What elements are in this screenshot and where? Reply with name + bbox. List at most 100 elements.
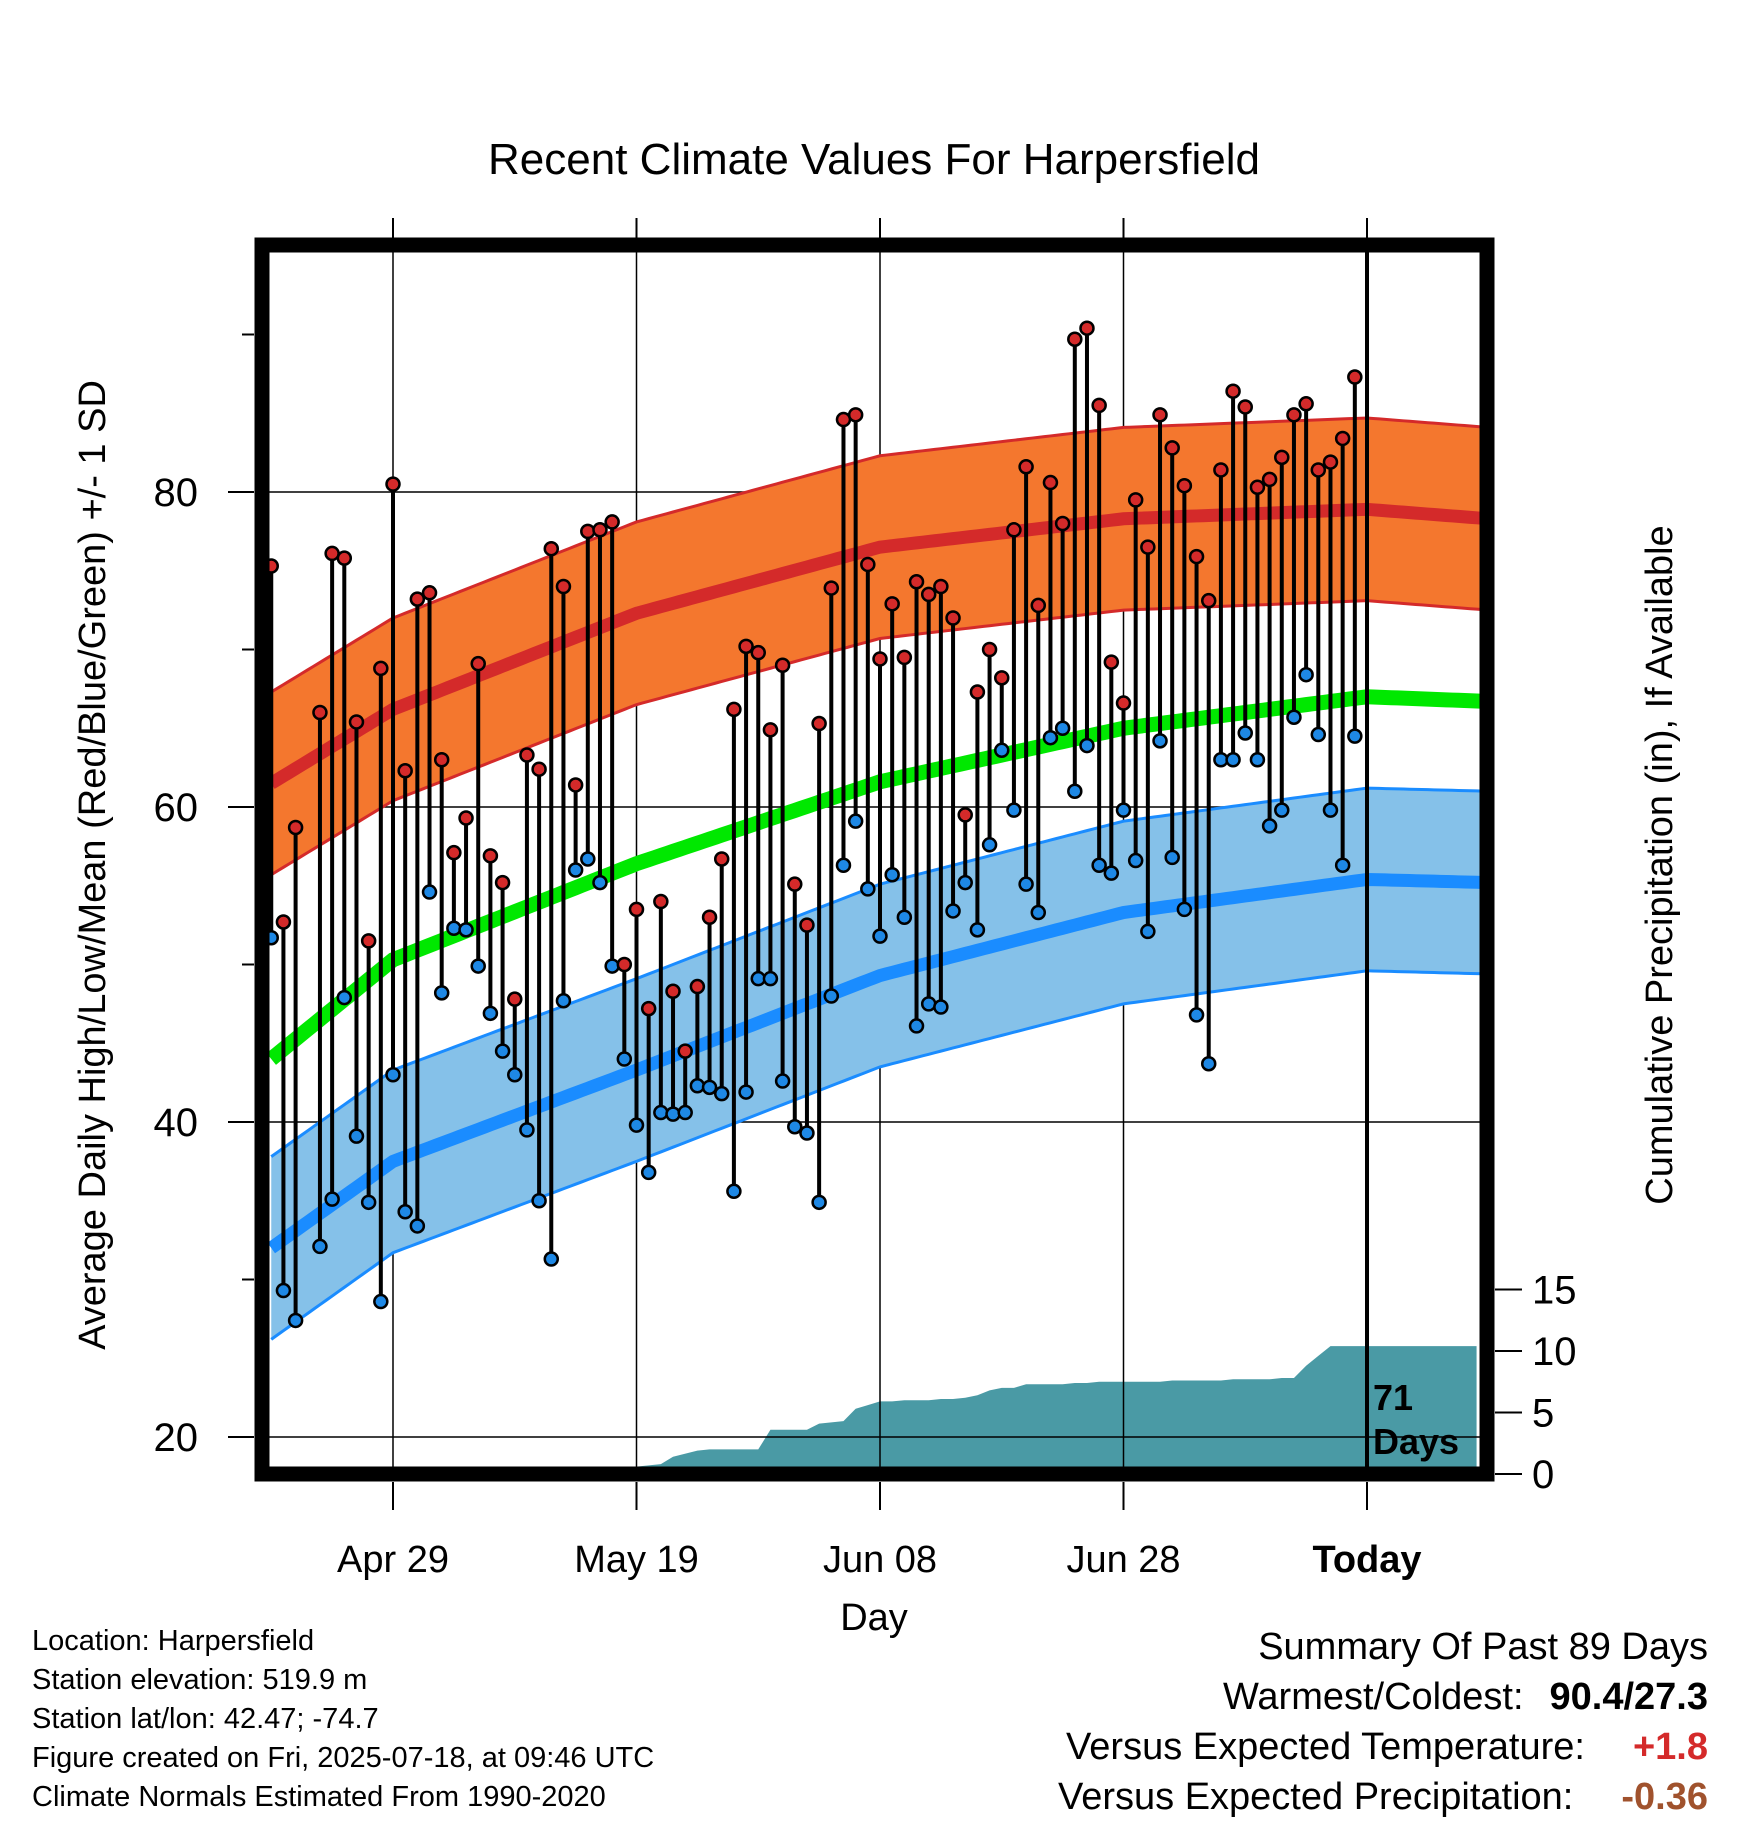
y-tick-label: 20	[154, 1416, 199, 1460]
daily-high-point	[738, 638, 754, 655]
x-tick-label: Apr 29	[337, 1539, 449, 1581]
daily-low-point	[774, 1073, 791, 1089]
daily-low-point	[360, 1194, 377, 1211]
daily-low-point	[640, 1164, 657, 1181]
daily-high-point	[701, 909, 718, 925]
daily-high-point	[336, 550, 353, 566]
info-created: Figure created on Fri, 2025-07-18, at 09…	[32, 1742, 655, 1774]
daily-low-point	[470, 958, 486, 974]
daily-low-point	[799, 1125, 815, 1141]
daily-low-point	[1018, 876, 1034, 892]
daily-low-point	[969, 922, 986, 938]
daily-low-point	[701, 1079, 718, 1096]
daily-low-point	[726, 1183, 742, 1200]
daily-high-point	[726, 701, 742, 718]
info-latlon: Station lat/lon: 42.47; -74.7	[32, 1703, 379, 1735]
daily-low-point	[920, 996, 937, 1012]
info-elevation: Station elevation: 519.9 m	[32, 1664, 368, 1696]
daily-low-point	[531, 1193, 547, 1209]
x-tick-label: Jun 28	[1066, 1539, 1180, 1581]
daily-high-point	[433, 752, 450, 768]
daily-high-point	[713, 851, 730, 867]
daily-low-point	[1006, 802, 1022, 818]
daily-low-point	[653, 1104, 669, 1121]
daily-high-point	[1079, 320, 1095, 336]
normal-low-band	[271, 788, 1487, 1340]
daily-high-point	[507, 991, 523, 1007]
precip-area	[271, 1346, 1477, 1474]
daily-high-point	[312, 704, 328, 721]
daily-high-point	[1261, 471, 1278, 488]
daily-low-point	[860, 881, 876, 897]
daily-high-point	[567, 777, 584, 793]
daily-low-point	[446, 920, 462, 937]
daily-low-point	[409, 1218, 426, 1234]
y2-axis-label: Cumulative Precipitation (in), If Availa…	[1639, 525, 1681, 1204]
daily-low-point	[1286, 709, 1302, 725]
daily-high-point	[287, 819, 304, 836]
daily-high-point	[677, 1043, 693, 1059]
daily-high-point	[860, 556, 876, 573]
daily-low-point	[312, 1238, 328, 1255]
daily-high-point	[750, 644, 766, 661]
daily-low-point	[592, 874, 608, 891]
daily-high-point	[519, 747, 535, 763]
daily-high-point	[920, 586, 937, 603]
daily-high-point	[689, 978, 706, 995]
daily-high-point	[1286, 407, 1302, 423]
y-axis-label: Average Daily High/Low/Mean (Red/Blue/Gr…	[72, 380, 114, 1350]
daily-low-point	[1237, 725, 1253, 741]
daily-high-point	[1006, 522, 1022, 538]
daily-high-point	[653, 893, 669, 910]
y2-tick-label: 15	[1532, 1269, 1577, 1313]
daily-high-point	[1103, 654, 1120, 670]
daily-high-point	[1030, 597, 1047, 614]
summary-temp: Versus Expected Temperature: +1.8	[1058, 1722, 1708, 1772]
daily-high-point	[446, 844, 462, 861]
daily-high-point	[1152, 407, 1168, 423]
daily-high-point	[1274, 449, 1290, 466]
info-normals: Climate Normals Estimated From 1990-2020	[32, 1781, 606, 1813]
daily-high-point	[592, 522, 608, 538]
daily-low-point	[957, 874, 973, 891]
daily-high-point	[1322, 454, 1339, 470]
daily-low-point	[1200, 1055, 1217, 1072]
daily-high-point	[1310, 462, 1327, 478]
daily-high-point	[1200, 592, 1217, 609]
daily-low-point	[689, 1078, 706, 1094]
daily-low-point	[348, 1128, 365, 1144]
daily-high-point	[1298, 396, 1314, 412]
daily-high-point	[628, 901, 645, 918]
daily-low-point	[1274, 802, 1290, 818]
daily-high-point	[981, 641, 998, 658]
daily-low-point	[519, 1122, 535, 1138]
daily-low-point	[835, 857, 852, 874]
daily-low-point	[1127, 852, 1144, 869]
daily-high-point	[1054, 515, 1071, 532]
daily-high-point	[1091, 397, 1107, 414]
daily-low-point	[373, 1293, 389, 1310]
daily-high-point	[275, 914, 292, 930]
daily-low-point	[823, 988, 840, 1004]
daily-high-point	[933, 578, 949, 595]
daily-high-point	[458, 810, 474, 826]
summary-warm-cold: Warmest/Coldest: 90.4/27.3	[1058, 1672, 1708, 1722]
daily-high-point	[421, 585, 438, 601]
daily-high-point	[555, 578, 572, 595]
daily-low-point	[1115, 802, 1132, 818]
x-axis-label: Day	[840, 1597, 908, 1639]
daily-high-point	[580, 523, 596, 540]
daily-high-point	[543, 540, 560, 557]
daily-high-point	[896, 649, 913, 666]
daily-low-point	[1079, 737, 1095, 754]
temp-label: Versus Expected Temperature:	[1066, 1726, 1585, 1768]
daily-high-point	[969, 684, 986, 700]
today-days-label: 71	[1373, 1377, 1413, 1418]
daily-low-point	[616, 1051, 633, 1067]
daily-low-point	[433, 985, 450, 1001]
daily-high-point	[1067, 331, 1083, 347]
daily-high-point	[360, 933, 377, 949]
daily-low-point	[1347, 728, 1363, 744]
